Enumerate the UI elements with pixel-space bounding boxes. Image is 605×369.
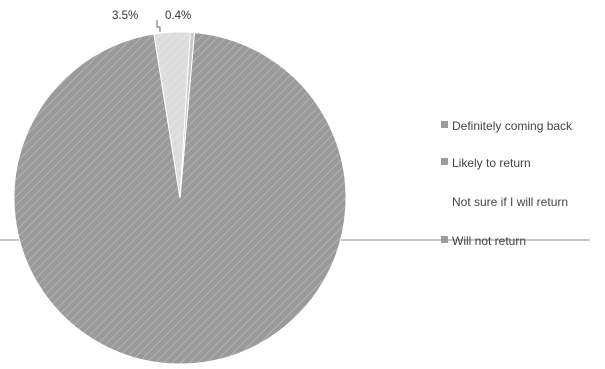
pie-slice-texture-not-sure-if-i-will-return [153, 31, 191, 199]
slice-label-not-sure: 3.5% [112, 10, 138, 22]
pie-slice-texture-likely-to-return [14, 32, 347, 364]
legend-label: Likely to return [452, 156, 531, 170]
pie-hatch-overlay [14, 31, 347, 364]
legend-label: Not sure if I will return [452, 195, 568, 209]
legend-marker [441, 158, 448, 165]
legend-label: Definitely coming back [452, 119, 573, 133]
label-leader-line [156, 20, 161, 32]
legend-marker [441, 121, 448, 128]
legend-item-likely-to-return: Likely to return [441, 156, 531, 170]
legend-marker [441, 236, 448, 243]
legend-item-not-sure: Not sure if I will return [452, 195, 568, 209]
legend: Definitely coming back Likely to return … [441, 119, 573, 248]
legend-item-will-not-return: Will not return [441, 234, 526, 248]
legend-item-definitely-coming-back: Definitely coming back [441, 119, 573, 133]
pie-slice-texture-will-not-return [180, 32, 195, 198]
slice-label-will-not-return: 0.4% [165, 10, 191, 22]
legend-label: Will not return [452, 234, 526, 248]
